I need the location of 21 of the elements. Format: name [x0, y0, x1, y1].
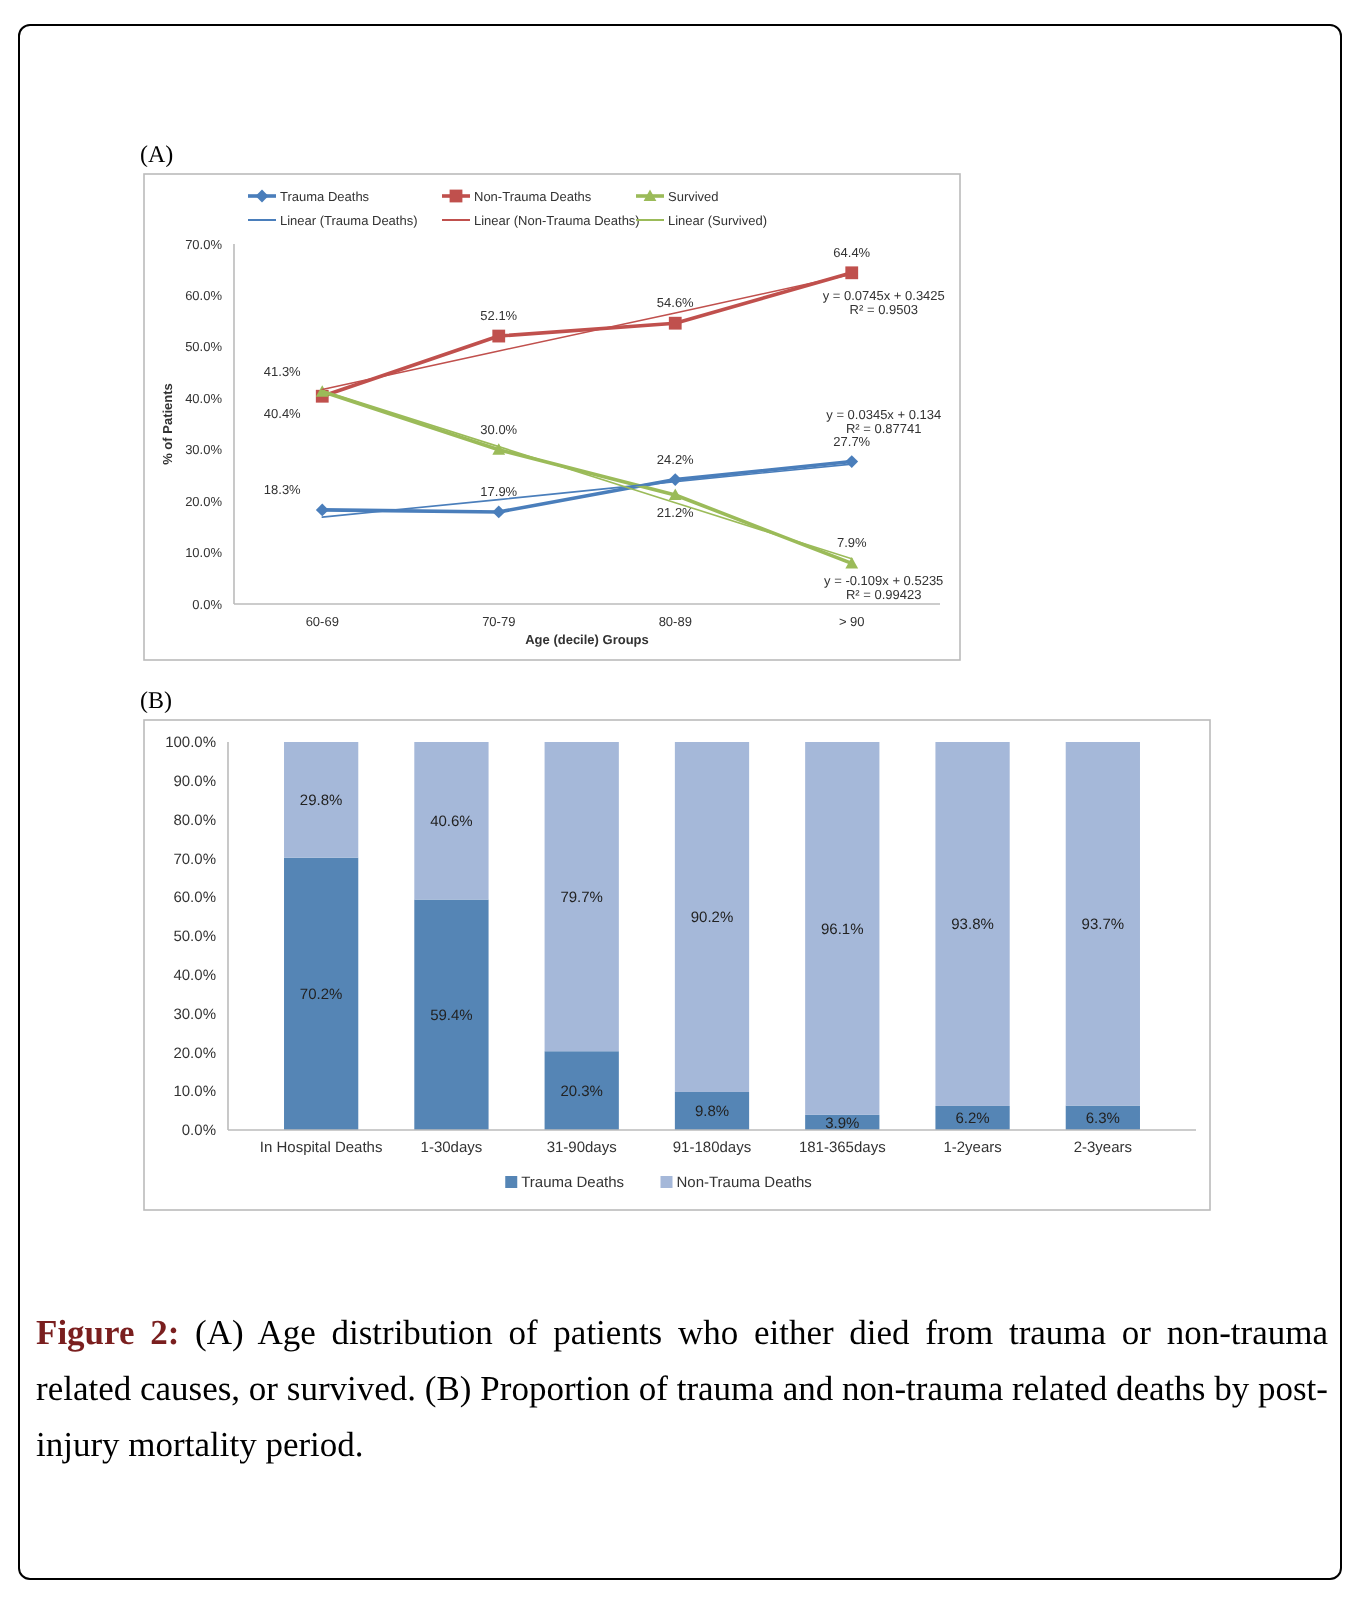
- point: [845, 266, 859, 280]
- caption: Figure 2: (A) Age distribution of patients who either died from trauma or non-trauma related causes, or survived. (B) Proportion of trauma and non-trauma related deaths by post-injury mortality period.: [36, 1310, 1328, 1468]
- point: [492, 329, 506, 343]
- point: [668, 488, 682, 501]
- point: [492, 505, 506, 519]
- bar: [414, 899, 489, 1130]
- point: [668, 316, 682, 330]
- bar: [544, 1051, 619, 1130]
- bar: [1065, 742, 1140, 1106]
- bar: [284, 857, 359, 1130]
- bar: [805, 742, 880, 1115]
- point: [845, 455, 859, 468]
- point: [315, 503, 329, 517]
- bar: [284, 742, 359, 858]
- bar: [674, 742, 750, 1092]
- chart-title: (A): [140, 140, 174, 168]
- chart-title: (B): [140, 686, 172, 714]
- bar: [414, 742, 489, 900]
- bar: [544, 742, 619, 1052]
- bar: [935, 742, 1010, 1106]
- point: [492, 443, 506, 455]
